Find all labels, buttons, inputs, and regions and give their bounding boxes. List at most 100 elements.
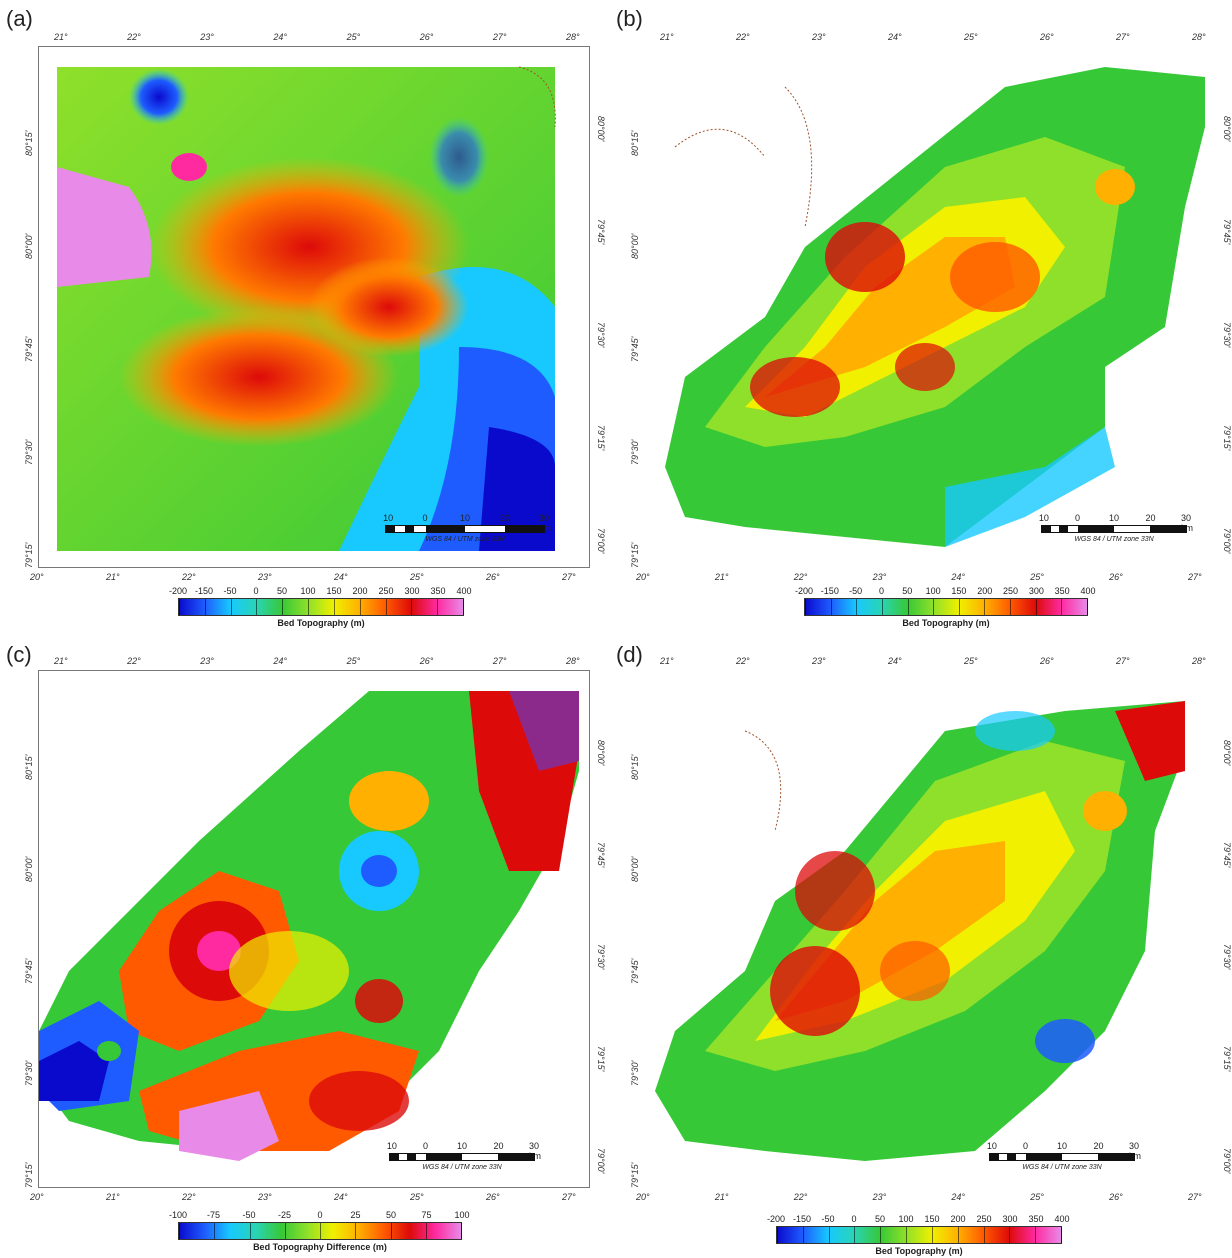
graticule-label: 79°00' [1222,1148,1232,1174]
graticule-label: 22° [182,1192,196,1202]
graticule-label: 26° [1109,572,1123,582]
graticule-label: 25° [346,656,361,666]
colorbar-tick-label: 150 [326,586,342,596]
graticule-label: 79°30' [630,439,640,465]
crs-label: WGS 84 / UTM zone 33N [425,536,505,543]
colorbar-tick-label: 50 [874,1214,886,1224]
graticule-label: 25° [1030,572,1044,582]
crs-label: WGS 84 / UTM zone 33N [1074,536,1154,543]
colorbar-tick-label: 0 [317,1210,323,1220]
scale-label: 0 [422,513,428,523]
scale-label: 20 [499,513,511,523]
colorbar-tick-label: 100 [454,1210,470,1220]
colorbar-tick-label: 50 [902,586,913,596]
graticule-label: 80°15' [24,754,34,780]
graticule-label: 24° [888,656,902,666]
graticule-label: 80°00' [596,116,606,142]
colorbar-tick-label: 400 [1054,1214,1070,1224]
graticule-label: 27° [1188,572,1202,582]
scale-bar: 10 0 10 20 30 km WGS 84 / UTM zone 33N [383,513,551,543]
graticule-label: 79°15' [596,1046,606,1072]
graticule-label: 80°00' [630,233,640,259]
scale-label: 10 [383,513,394,523]
graticule-label: 79°45' [1222,219,1232,245]
graticule-label: 80°15' [630,754,640,780]
colorbar-tick-label: 350 [430,586,446,596]
panel-label: (a) [6,6,33,31]
colorbar-tick-label: 250 [976,1214,992,1224]
graticule-label: 80°00' [1222,740,1232,766]
colorbar-ramp [178,1222,462,1240]
graticule-label: 27° [1188,1192,1202,1202]
graticule-label: 26° [1040,656,1054,666]
graticule-label: 79°15' [630,542,640,568]
crs-label: WGS 84 / UTM zone 33N [1022,1164,1102,1171]
graticule-label: 79°30' [630,1060,640,1086]
panel-c: (c) 10 0 10 20 3 [0,636,610,1258]
graticule-label: 23° [872,1192,887,1202]
graticule-label: 21° [106,1192,120,1202]
colorbar-tick-label: 200 [950,1214,966,1224]
colorbar-tick-label: 150 [951,586,967,596]
scale-bar: 10 0 10 20 30 km WGS 84 / UTM zone 33N [386,1141,541,1171]
scale-label: 10 [986,1141,997,1151]
panel-a: (a) 10 0 10 20 [0,0,610,630]
scale-bar: 10 0 10 20 30 km WGS 84 / UTM zone 33N [986,1141,1141,1171]
colorbar-tick-label: -25 [277,1210,292,1220]
graticule-label: 79°45' [596,842,606,868]
graticule-label: 25° [964,656,978,666]
graticule-label: 22° [127,656,141,666]
colorbar-tick-label: 100 [898,1214,914,1224]
colorbar-label: Bed Topography (m) [875,1246,963,1256]
graticule-label: 26° [419,32,434,42]
graticule-label: 23° [258,572,272,582]
graticule-label: 28° [1192,32,1206,42]
crs-label: WGS 84 / UTM zone 33N [422,1164,502,1171]
graticule-label: 79°30' [596,944,606,970]
colorbar: -200 -150 -50 0 50 100 150 200 250 300 350 400 Bed … [767,1214,1070,1256]
graticule-label: 79°45' [630,958,640,984]
graticule-label: 25° [410,572,424,582]
colorbar-tick-label: -200 [168,586,188,596]
graticule-label: 22° [736,656,750,666]
scale-label: 10 [1108,513,1120,523]
colorbar-ramp [804,598,1088,616]
scale-label: 10 [386,1141,397,1151]
graticule-label: 79°15' [24,542,34,568]
colorbar-tick-label: 0 [878,586,884,596]
graticule-label: 21° [54,656,68,666]
colorbar-tick-label: 350 [1028,1214,1044,1224]
colorbar-tick-label: 400 [1080,586,1096,596]
graticule-label: 21° [660,32,674,42]
graticule-label: 23° [200,656,214,666]
graticule-label: 24° [334,1192,348,1202]
graticule-label: 79°45' [24,336,34,362]
colorbar-tick-label: -200 [766,1214,786,1224]
colorbar-tick-label: 150 [924,1214,940,1224]
colorbar-tick-label: -200 [794,586,814,596]
graticule-label: 27° [492,32,507,42]
colorbar-tick-label: -75 [206,1210,221,1220]
graticule-label: 80°00' [24,233,34,259]
colorbar-ticks: -200 -150 -50 0 50 100 150 200 250 300 350 400 [767,1214,1070,1226]
graticule-label: 24° [888,32,902,42]
graticule-label: 21° [714,1192,729,1202]
graticule-label: 23° [200,32,214,42]
scale-label: 20 [1145,513,1156,523]
map-frame: 10 0 10 20 30 km WGS 84 / UTM zone 33N [644,670,1216,1188]
colorbar-tick-label: 0 [851,1214,857,1224]
colorbar: -200 -150 -50 0 50 100 150 200 250 300 350 400 Bed … [169,586,472,628]
map-frame: 10 0 10 20 30 km WGS 84 / UTM zone 33N [644,46,1216,568]
bed-topography-map [57,66,556,551]
graticule-label: 79°15' [24,1162,34,1188]
colorbar-tick-label: -50 [223,586,237,596]
panel-label: (d) [616,642,643,667]
colorbar-tick-label: 300 [1002,1214,1018,1224]
colorbar-tick-label: 25 [350,1210,361,1220]
graticule-label: 80°00' [1222,116,1232,142]
graticule-label: 79°15' [1222,1046,1232,1072]
colorbar-label: Bed Topography Difference (m) [253,1242,387,1252]
panel-label: (b) [616,6,643,31]
colorbar-tick-label: 50 [385,1210,397,1220]
colorbar: -100 -75 -50 -25 0 25 50 75 100 Bed Topography D… [169,1210,470,1252]
